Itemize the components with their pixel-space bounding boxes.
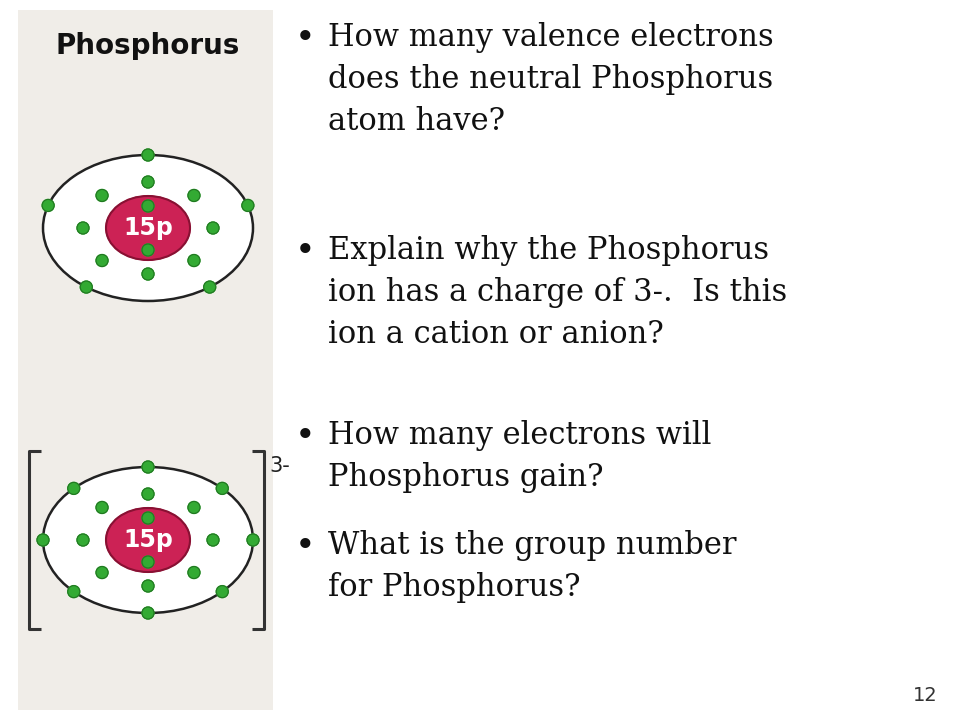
- Circle shape: [247, 534, 259, 546]
- Circle shape: [42, 199, 54, 212]
- Ellipse shape: [83, 182, 213, 274]
- Circle shape: [204, 281, 216, 293]
- Circle shape: [77, 534, 89, 546]
- Circle shape: [142, 512, 154, 524]
- Circle shape: [207, 534, 219, 546]
- Ellipse shape: [83, 494, 213, 586]
- Text: Explain why the Phosphorus
ion has a charge of 3-.  Is this
ion a cation or anio: Explain why the Phosphorus ion has a cha…: [328, 235, 787, 350]
- Text: 12: 12: [913, 686, 938, 705]
- Ellipse shape: [106, 508, 190, 572]
- Circle shape: [216, 482, 228, 495]
- Circle shape: [142, 461, 154, 473]
- Circle shape: [188, 567, 200, 579]
- Circle shape: [142, 268, 154, 280]
- Circle shape: [142, 200, 154, 212]
- Text: •: •: [295, 22, 316, 56]
- Circle shape: [68, 482, 80, 495]
- Circle shape: [142, 244, 154, 256]
- Text: •: •: [295, 530, 316, 564]
- Circle shape: [142, 580, 154, 592]
- Circle shape: [207, 222, 219, 234]
- Text: 3-: 3-: [269, 456, 290, 476]
- Text: How many electrons will
Phosphorus gain?: How many electrons will Phosphorus gain?: [328, 420, 711, 492]
- Circle shape: [96, 255, 108, 266]
- Circle shape: [96, 567, 108, 579]
- Circle shape: [96, 189, 108, 202]
- FancyBboxPatch shape: [18, 10, 273, 710]
- Circle shape: [142, 607, 154, 619]
- Ellipse shape: [106, 196, 190, 260]
- Circle shape: [242, 199, 253, 212]
- Ellipse shape: [116, 206, 180, 250]
- Circle shape: [216, 585, 228, 598]
- Circle shape: [142, 149, 154, 161]
- Text: Phosphorus: Phosphorus: [56, 32, 240, 60]
- Circle shape: [37, 534, 49, 546]
- Circle shape: [188, 189, 200, 202]
- Circle shape: [81, 281, 92, 293]
- Text: 15p: 15p: [123, 528, 173, 552]
- Circle shape: [142, 488, 154, 500]
- Circle shape: [96, 501, 108, 513]
- Circle shape: [77, 222, 89, 234]
- Text: •: •: [295, 235, 316, 269]
- Ellipse shape: [43, 467, 253, 613]
- Circle shape: [142, 176, 154, 188]
- Circle shape: [188, 255, 200, 266]
- Ellipse shape: [43, 155, 253, 301]
- Circle shape: [68, 585, 80, 598]
- Circle shape: [188, 501, 200, 513]
- Text: 15p: 15p: [123, 216, 173, 240]
- Text: How many valence electrons
does the neutral Phosphorus
atom have?: How many valence electrons does the neut…: [328, 22, 774, 137]
- Text: •: •: [295, 420, 316, 454]
- Circle shape: [142, 556, 154, 568]
- Text: What is the group number
for Phosphorus?: What is the group number for Phosphorus?: [328, 530, 736, 603]
- Ellipse shape: [116, 518, 180, 562]
